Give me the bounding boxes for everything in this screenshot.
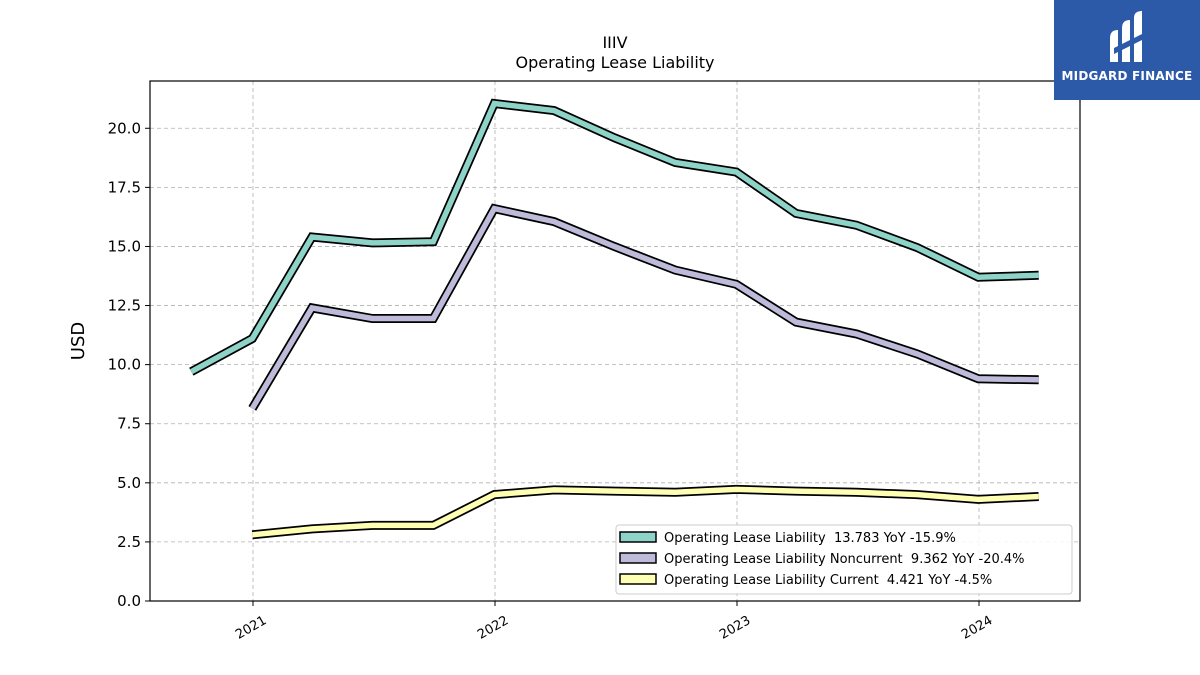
chart-title: IIIV — [602, 33, 627, 52]
series-layer — [189, 98, 1039, 540]
legend-label-total: Operating Lease Liability 13.783 YoY -15… — [664, 531, 956, 546]
y-tick-label: 2.5 — [117, 533, 141, 551]
legend-label-noncurrent: Operating Lease Liability Noncurrent 9.3… — [664, 552, 1025, 567]
legend-swatch-total — [619, 531, 657, 543]
legend-swatch-current — [619, 573, 657, 585]
y-tick-label: 10.0 — [108, 356, 141, 374]
x-tick-label: 2023 — [717, 613, 753, 643]
y-tick-label: 12.5 — [108, 297, 141, 315]
series-line-noncurrent — [249, 205, 1039, 410]
series-line-current — [252, 486, 1039, 538]
legend-label-current: Operating Lease Liability Current 4.421 … — [664, 573, 992, 588]
y-axis-label: USD — [68, 322, 89, 360]
legend-frame — [615, 524, 1073, 595]
grid-layer — [150, 81, 1080, 601]
y-tick-label: 15.0 — [108, 237, 141, 255]
midgard-finance-logo: MIDGARD FINANCE — [1054, 0, 1200, 100]
y-tick-label: 0.0 — [117, 592, 141, 610]
logo-text: MIDGARD FINANCE — [1061, 69, 1193, 83]
y-tick-label: 17.5 — [108, 178, 141, 196]
y-tick-label: 5.0 — [117, 474, 141, 492]
x-tick-label: 2024 — [959, 613, 995, 643]
series-line-total — [189, 100, 1039, 375]
y-tick-label: 20.0 — [108, 119, 141, 137]
y-tick-label: 7.5 — [117, 415, 141, 433]
midgard-logo-icon — [1110, 11, 1146, 62]
x-tick-label: 2022 — [475, 613, 511, 643]
chart-subtitle: Operating Lease Liability — [515, 53, 714, 72]
legend: Operating Lease Liability 13.783 YoY -15… — [615, 524, 1073, 595]
axes-frame — [149, 80, 1081, 602]
x-tick-label: 2021 — [233, 613, 269, 643]
legend-swatch-noncurrent — [619, 552, 657, 564]
ticks-layer: 0.0 2.5 5.0 7.5 10.0 12.5 15.0 17.5 20.0 2021 2022… — [108, 119, 996, 642]
